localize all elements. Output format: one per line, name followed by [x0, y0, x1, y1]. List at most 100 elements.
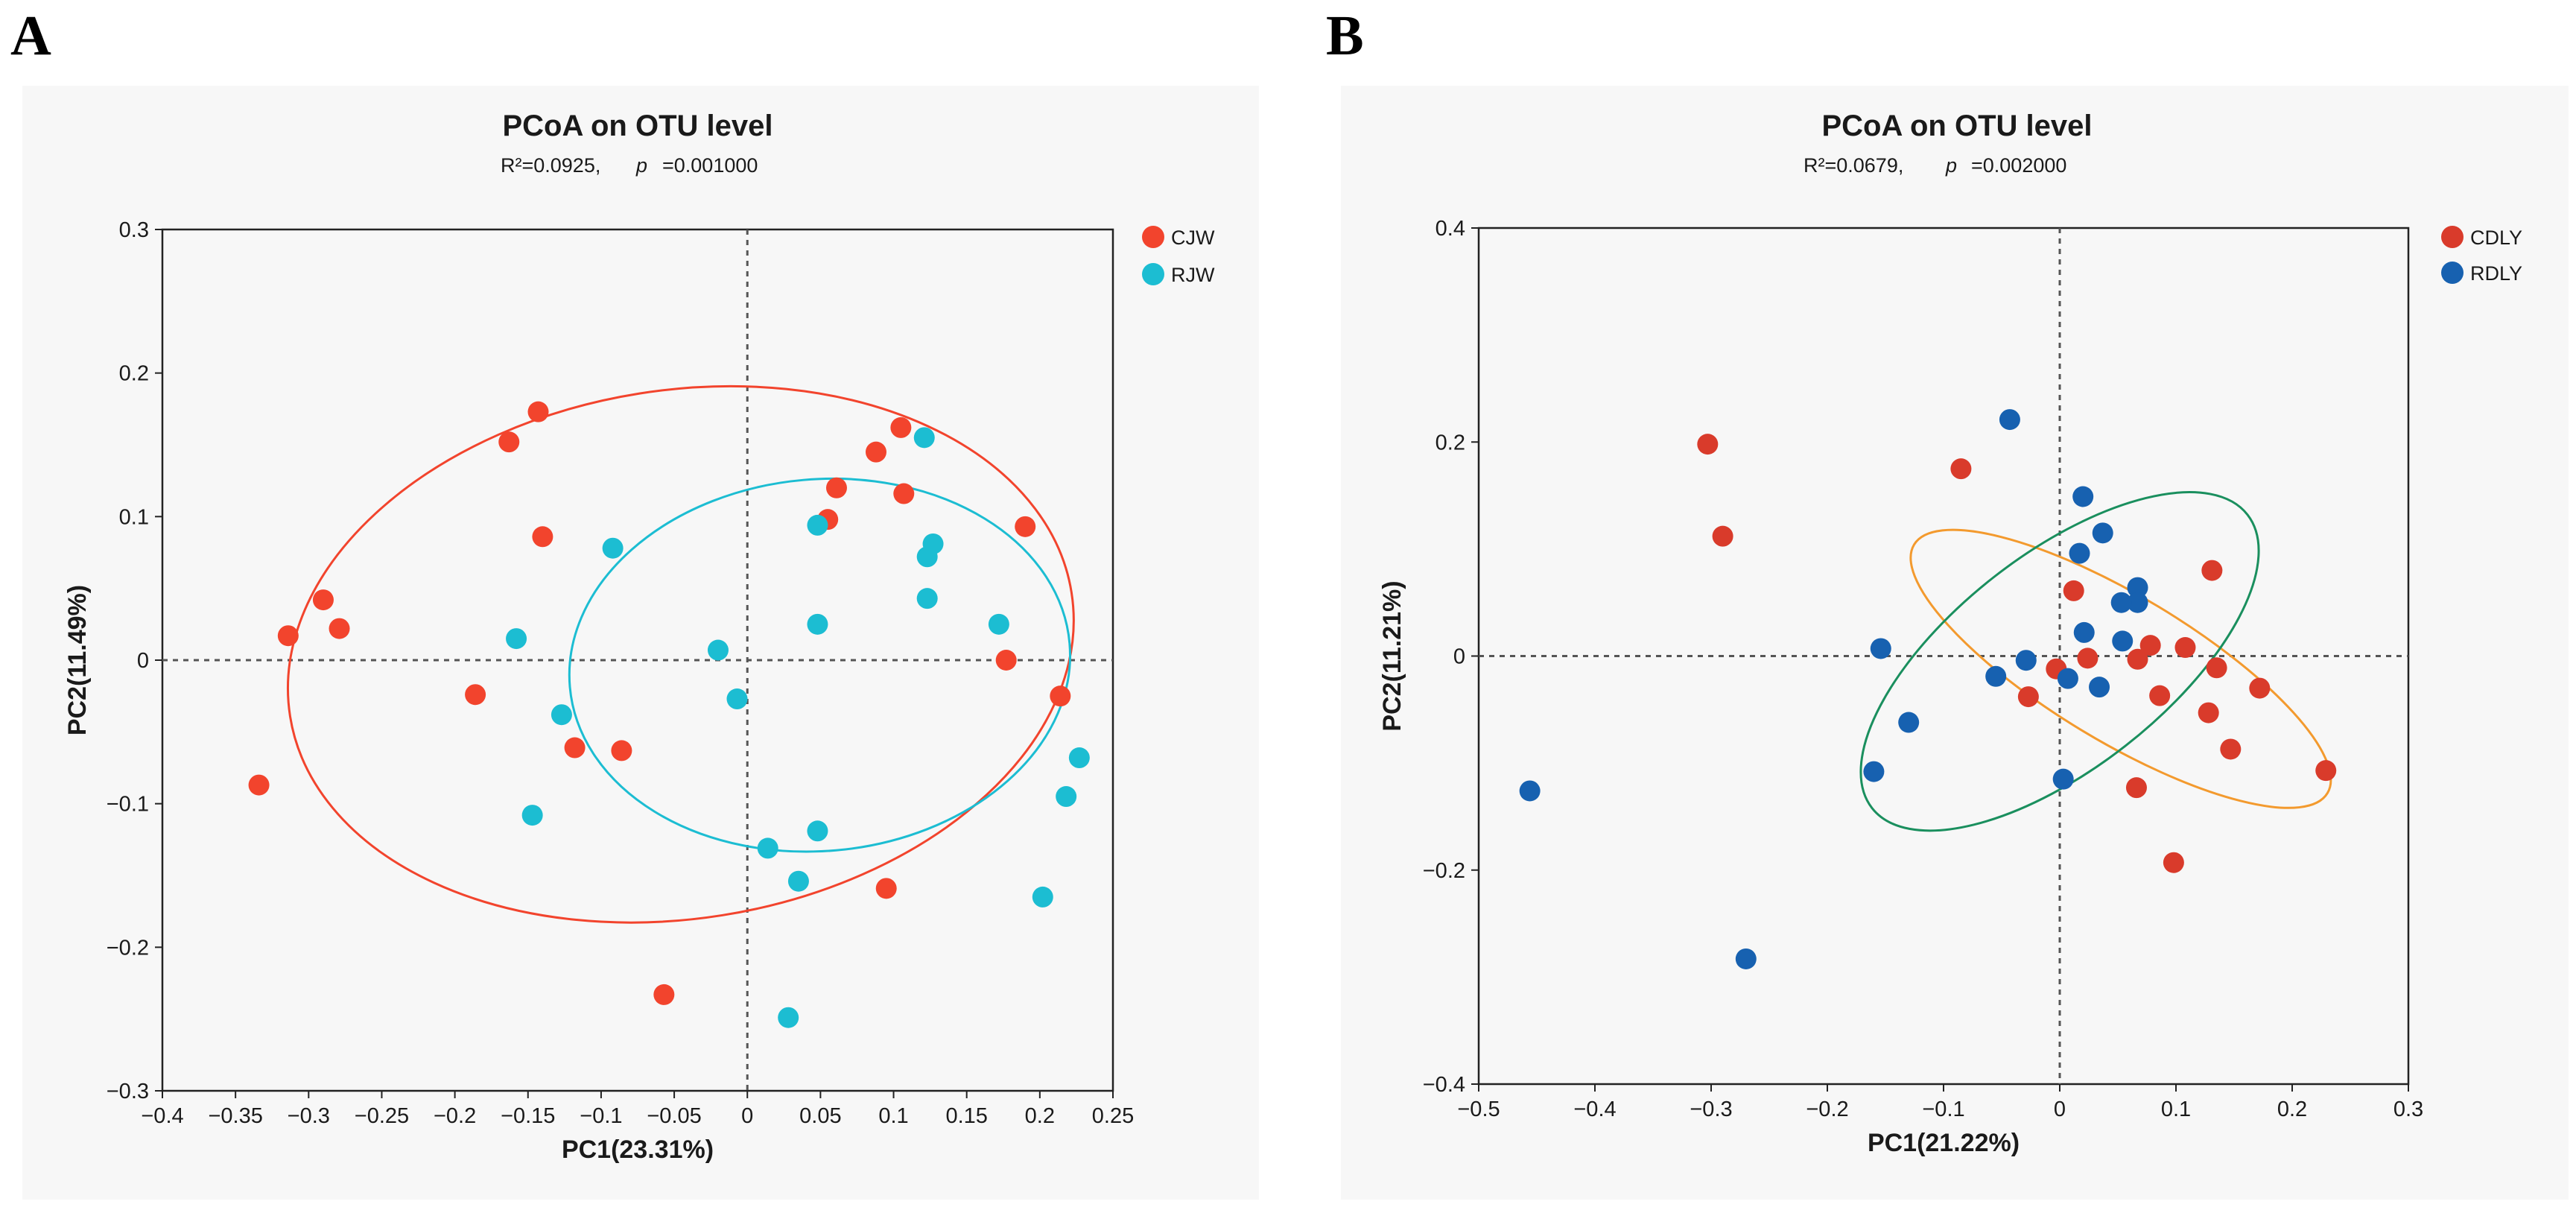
- data-point-rjw: [916, 546, 938, 568]
- subtitle-p-label: p: [1945, 154, 1957, 177]
- y-tick-label: 0: [1453, 645, 1465, 669]
- series-cdly: [1697, 434, 2337, 873]
- y-tick-label: −0.1: [107, 793, 149, 817]
- x-tick-label: 0.2: [2277, 1098, 2307, 1121]
- subtitle-r2: R²=0.0679,: [1803, 154, 1903, 177]
- y-axis-label: PC2(11.21%): [1378, 580, 1406, 731]
- data-point-rdly: [2092, 522, 2113, 544]
- y-tick-label: −0.2: [107, 936, 149, 960]
- legend-marker-cdly: [2441, 226, 2464, 248]
- data-point-rdly: [1735, 948, 1757, 969]
- data-point-rjw: [707, 639, 729, 661]
- x-tick-label: −0.4: [141, 1104, 183, 1128]
- chart-panel-a: PCoA on OTU level R²=0.0925, p =0.001000 −0.…: [63, 110, 1215, 1164]
- data-point-rdly: [2069, 542, 2090, 564]
- data-point-rdly: [2015, 650, 2037, 671]
- subtitle-p-label: p: [635, 154, 647, 177]
- data-point-cdly: [1712, 525, 1733, 547]
- legend-label-rjw: RJW: [1171, 264, 1215, 286]
- y-tick-label: 0.1: [119, 505, 149, 529]
- data-point-rdly: [2089, 677, 2110, 698]
- data-point-rjw: [506, 628, 527, 650]
- data-point-rjw: [913, 427, 935, 449]
- data-point-rdly: [1519, 780, 1541, 802]
- data-point-cjw: [248, 774, 270, 796]
- x-tick-label: −0.25: [355, 1104, 409, 1128]
- x-tick-label: −0.2: [1806, 1098, 1848, 1121]
- data-point-cdly: [1950, 458, 1972, 480]
- data-point-cjw: [564, 737, 586, 758]
- data-point-cjw: [465, 684, 486, 706]
- data-point-cdly: [2127, 648, 2148, 670]
- data-point-cdly: [2125, 777, 2147, 799]
- data-point-rdly: [1898, 712, 1920, 733]
- subtitle-r2: R²=0.0925,: [501, 154, 600, 177]
- chart-panel-b: PCoA on OTU level R²=0.0679, p =0.002000 −0.…: [1378, 110, 2522, 1157]
- x-tick-label: 0.1: [878, 1104, 908, 1128]
- legend-label-cjw: CJW: [1171, 227, 1215, 249]
- x-tick-label: 0.15: [945, 1104, 987, 1128]
- data-point-cdly: [2249, 677, 2271, 699]
- chart-title: PCoA on OTU level: [1821, 110, 2092, 142]
- legend-marker-cjw: [1142, 226, 1164, 248]
- data-point-cdly: [2149, 685, 2171, 706]
- data-point-cdly: [2139, 635, 2161, 656]
- legend-marker-rdly: [2441, 262, 2464, 284]
- data-point-rdly: [1870, 638, 1891, 659]
- x-tick-label: 0: [2054, 1098, 2066, 1121]
- x-tick-label: −0.3: [288, 1104, 330, 1128]
- data-point-cdly: [2017, 686, 2039, 708]
- data-point-rjw: [787, 870, 809, 892]
- data-point-rjw: [551, 704, 572, 726]
- x-tick-label: −0.1: [580, 1104, 622, 1128]
- y-tick-label: −0.3: [107, 1080, 149, 1103]
- data-point-rdly: [2110, 592, 2132, 613]
- y-tick-label: −0.4: [1423, 1073, 1465, 1097]
- x-tick-label: −0.35: [208, 1104, 262, 1128]
- y-tick-label: 0.2: [119, 362, 149, 386]
- confidence-ellipse-rdly: [1859, 491, 2260, 832]
- data-point-cjw: [865, 441, 886, 463]
- data-point-cjw: [1050, 685, 1071, 707]
- legend-marker-rjw: [1142, 263, 1164, 285]
- x-tick-label: −0.2: [434, 1104, 476, 1128]
- series-cjw: [248, 401, 1071, 1005]
- data-point-cjw: [532, 526, 553, 548]
- data-point-rdly: [1999, 409, 2020, 431]
- data-point-cjw: [875, 878, 897, 899]
- data-point-rjw: [726, 688, 748, 710]
- data-point-rdly: [2127, 592, 2148, 613]
- data-point-rjw: [521, 805, 543, 826]
- y-axis-label: PC2(11.49%): [63, 585, 92, 735]
- data-point-rjw: [807, 613, 828, 635]
- data-point-rjw: [778, 1007, 799, 1028]
- data-point-cdly: [2315, 760, 2337, 782]
- data-point-rdly: [1863, 761, 1885, 782]
- legend-label-cdly: CDLY: [2470, 227, 2522, 249]
- x-tick-label: 0.05: [799, 1104, 841, 1128]
- data-point-rjw: [1068, 747, 1090, 769]
- x-tick-label: −0.15: [501, 1104, 555, 1128]
- data-point-rdly: [2052, 768, 2074, 790]
- data-point-cdly: [2220, 738, 2242, 760]
- data-point-cjw: [329, 618, 350, 639]
- series-rjw: [506, 427, 1090, 1028]
- data-point-rdly: [2073, 621, 2095, 643]
- x-tick-label: −0.05: [647, 1104, 701, 1128]
- y-tick-label: 0: [137, 649, 149, 673]
- x-tick-label: −0.3: [1690, 1098, 1732, 1121]
- data-point-cjw: [312, 589, 334, 611]
- data-point-cjw: [995, 650, 1017, 671]
- data-point-cdly: [2163, 852, 2184, 873]
- panel-label-b: B: [1326, 4, 1364, 67]
- confidence-ellipse-rjw: [568, 477, 1071, 853]
- panel-label-a: A: [10, 4, 51, 67]
- subtitle-p-value: =0.002000: [1971, 154, 2066, 177]
- data-point-cjw: [498, 431, 520, 453]
- data-point-cdly: [2198, 702, 2219, 723]
- data-point-cdly: [2201, 560, 2223, 581]
- x-axis-label: PC1(21.22%): [1868, 1129, 2020, 1157]
- data-point-rjw: [1032, 886, 1053, 908]
- data-point-rdly: [2112, 630, 2134, 652]
